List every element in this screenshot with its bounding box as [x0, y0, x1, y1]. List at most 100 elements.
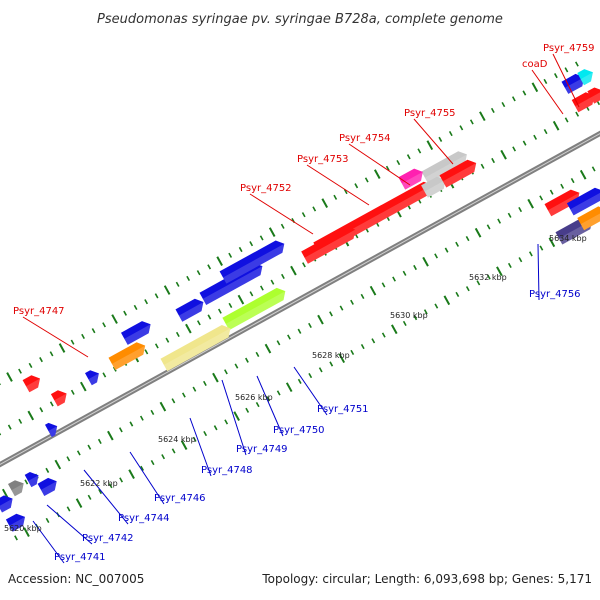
tick-mark	[381, 332, 386, 338]
scale-label: 5620 kbp	[4, 524, 42, 533]
tick-mark	[1, 488, 9, 499]
tick-mark	[570, 177, 575, 184]
feature-red-6-shade	[547, 192, 580, 217]
callout-line	[306, 164, 370, 206]
gene-label[interactable]: Psyr_4746	[154, 493, 206, 504]
tick-mark	[350, 299, 354, 305]
tick-mark	[511, 96, 516, 102]
tick-mark	[171, 448, 176, 454]
feature-blue-4-shade	[178, 302, 204, 322]
tick-mark	[76, 450, 81, 456]
tick-mark	[364, 177, 369, 183]
tick-mark	[245, 407, 250, 413]
tick-mark	[154, 343, 159, 349]
tick-mark	[518, 206, 523, 213]
feature-blue-8-shade	[48, 426, 58, 438]
gene-label[interactable]: Psyr_4752	[240, 183, 292, 194]
gene-label[interactable]: Psyr_4751	[317, 404, 369, 415]
scale-label: 5632 kbp	[469, 273, 507, 282]
feature-red-6	[544, 189, 580, 217]
tick-mark	[280, 223, 285, 229]
callout-line	[189, 417, 212, 477]
scale-label: 5624 kbp	[158, 435, 196, 444]
tick-mark	[161, 454, 166, 460]
feature-blue-10-shade	[28, 475, 39, 488]
tick-mark	[111, 314, 118, 324]
feature-red-9-shade	[54, 393, 67, 407]
tick-mark	[192, 436, 197, 442]
tick-mark	[276, 340, 281, 346]
tick-mark	[144, 349, 149, 355]
gene-label[interactable]: coaD	[522, 59, 548, 70]
gene-label[interactable]: Psyr_4754	[339, 133, 391, 144]
tick-mark	[373, 169, 381, 180]
gene-label[interactable]: Psyr_4753	[297, 154, 349, 165]
feature-blue-3	[199, 262, 263, 305]
tick-mark	[507, 262, 512, 269]
tick-mark	[422, 256, 429, 267]
tick-mark	[237, 294, 245, 305]
backbone-highlight	[0, 132, 600, 466]
tick-mark	[423, 309, 428, 315]
callout-line	[221, 379, 247, 456]
tick-mark	[175, 281, 180, 287]
tick-mark	[434, 303, 439, 309]
feature-blue-5	[219, 240, 285, 284]
tick-mark	[234, 363, 239, 369]
gene-label[interactable]: Psyr_4742	[82, 533, 134, 544]
tick-mark	[49, 351, 54, 357]
tick-mark	[426, 140, 434, 151]
feature-red-4	[439, 159, 477, 188]
tick-mark	[329, 361, 334, 367]
tick-mark	[491, 157, 495, 164]
tick-mark	[123, 310, 128, 316]
gene-label[interactable]: Psyr_4749	[236, 444, 288, 455]
tick-mark	[207, 314, 212, 320]
callout-line	[256, 375, 284, 437]
tick-mark	[163, 285, 171, 295]
gene-label[interactable]: Psyr_4741	[54, 552, 106, 563]
tick-mark	[91, 328, 96, 334]
feature-red-9	[50, 390, 67, 407]
gene-label[interactable]: Psyr_4759	[543, 43, 595, 54]
feature-red-5	[301, 226, 356, 264]
tick-mark	[6, 372, 13, 382]
tick-mark	[28, 362, 33, 368]
tick-mark	[543, 128, 548, 135]
tick-mark	[318, 367, 323, 373]
gene-label[interactable]: Psyr_4756	[529, 289, 581, 300]
tick-mark	[171, 398, 176, 404]
tick-mark	[159, 401, 167, 412]
gene-label[interactable]: Psyr_4747	[13, 306, 65, 317]
scale-label: 5626 kbp	[235, 393, 273, 402]
tick-mark	[87, 444, 92, 450]
tick-mark	[133, 304, 138, 311]
tick-mark	[192, 386, 197, 392]
feature-blue-9-shade	[40, 481, 57, 496]
tick-mark	[228, 252, 233, 258]
gene-callouts	[22, 53, 580, 564]
tick-mark	[591, 166, 596, 172]
feature-blue-1-shade	[564, 77, 585, 94]
gene-label[interactable]: Psyr_4744	[118, 513, 170, 524]
tick-mark	[287, 334, 291, 340]
tick-mark	[312, 206, 317, 212]
tick-mark	[497, 218, 502, 224]
tick-mark	[396, 159, 401, 166]
tick-mark	[501, 102, 506, 108]
tick-mark	[102, 372, 107, 378]
tick-mark	[150, 459, 155, 466]
gene-label[interactable]: Psyr_4755	[404, 108, 456, 119]
tick-mark	[434, 253, 438, 259]
tick-mark	[175, 331, 180, 337]
tick-mark	[224, 369, 228, 375]
tick-mark	[154, 293, 159, 299]
tick-mark	[39, 407, 44, 413]
gene-label[interactable]: Psyr_4750	[273, 425, 325, 436]
tick-mark	[75, 498, 83, 508]
tick-mark	[548, 237, 556, 248]
tick-mark	[339, 305, 344, 311]
gene-label[interactable]: Psyr_4748	[201, 465, 253, 476]
labels: 5620 kbp 5622 kbp 5624 kbp 5626 kbp 5628 kbp…	[4, 43, 595, 563]
feature-gray-3	[8, 480, 24, 497]
